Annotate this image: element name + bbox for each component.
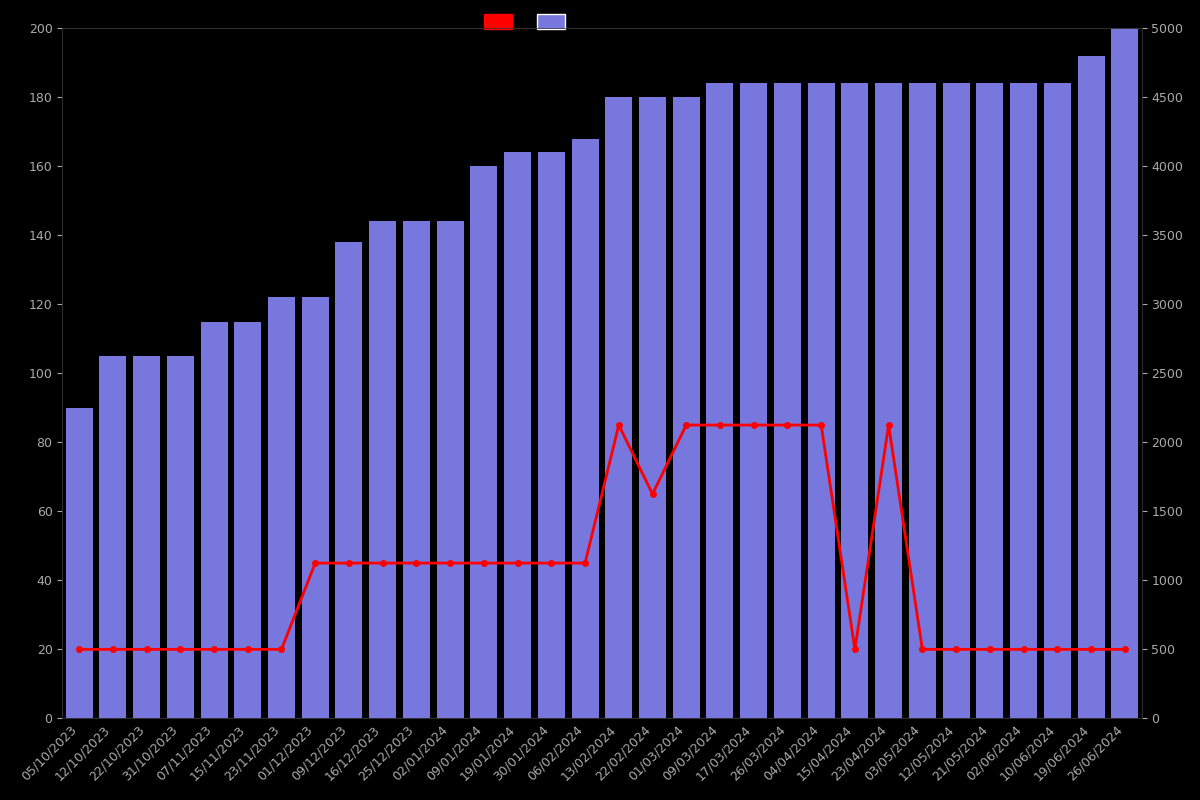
Bar	[538, 153, 565, 718]
Bar	[336, 242, 362, 718]
Bar	[301, 298, 329, 718]
Bar	[908, 83, 936, 718]
Legend: , : ,	[484, 14, 569, 30]
Bar	[673, 98, 700, 718]
Bar	[875, 83, 902, 718]
Bar	[200, 322, 228, 718]
Bar	[268, 298, 295, 718]
Bar	[167, 356, 193, 718]
Bar	[640, 98, 666, 718]
Bar	[470, 166, 497, 718]
Bar	[100, 356, 126, 718]
Bar	[808, 83, 835, 718]
Bar	[841, 83, 869, 718]
Bar	[943, 83, 970, 718]
Bar	[403, 222, 430, 718]
Bar	[707, 83, 733, 718]
Bar	[370, 222, 396, 718]
Bar	[740, 83, 767, 718]
Bar	[1044, 83, 1070, 718]
Bar	[133, 356, 160, 718]
Bar	[66, 408, 92, 718]
Bar	[605, 98, 632, 718]
Bar	[234, 322, 262, 718]
Bar	[437, 222, 463, 718]
Bar	[977, 83, 1003, 718]
Bar	[1078, 56, 1104, 718]
Bar	[571, 138, 599, 718]
Bar	[1010, 83, 1037, 718]
Bar	[1111, 28, 1139, 718]
Bar	[774, 83, 800, 718]
Bar	[504, 153, 532, 718]
